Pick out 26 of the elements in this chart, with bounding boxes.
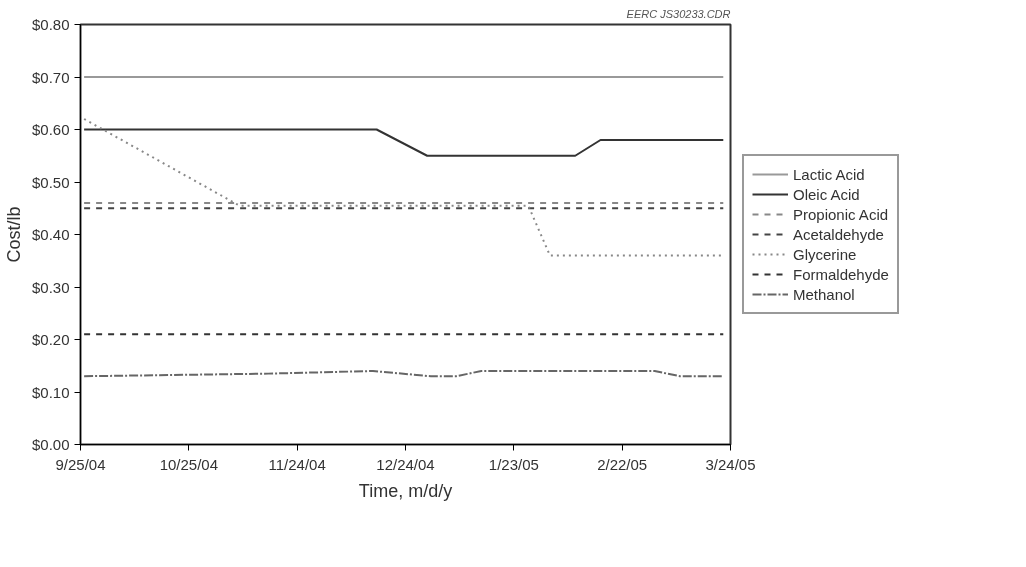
text: EERC JS30233.CDR (626, 7, 731, 20)
x-axis-title: Time, m/d/y (358, 480, 453, 501)
y-tick-label: $0.00 (31, 436, 70, 453)
y-tick-label: $0.20 (31, 331, 70, 348)
legend-label: Oleic Acid (793, 185, 860, 203)
y-tick-label: $0.50 (31, 173, 70, 191)
y-axis-title: Cost/lb (3, 206, 24, 263)
legend-label: Methanol (793, 285, 855, 303)
x-tick-label: 11/24/04 (268, 455, 326, 473)
y-tick-label: $0.70 (31, 68, 70, 86)
y-tick-label: $0.60 (31, 121, 70, 138)
x-tick-label: 10/25/04 (159, 455, 219, 473)
legend-label: Acetaldehyde (793, 225, 884, 243)
x-tick-label: 3/24/05 (705, 455, 756, 473)
legend-label: Formaldehyde (793, 265, 889, 283)
y-tick-label: $0.40 (31, 226, 70, 243)
legend-label: Glycerine (793, 245, 857, 263)
y-tick-label: $0.30 (31, 278, 70, 296)
x-tick-label: 9/25/04 (55, 455, 106, 473)
legend-label: Lactic Acid (793, 165, 865, 183)
y-tick-label: $0.80 (31, 16, 70, 33)
x-tick-label: 2/22/05 (597, 455, 648, 473)
x-tick-label: 1/23/05 (488, 455, 539, 473)
y-tick-label: $0.10 (31, 383, 70, 401)
x-tick-label: 12/24/04 (376, 455, 435, 473)
legend-label: Propionic Acid (793, 205, 889, 223)
